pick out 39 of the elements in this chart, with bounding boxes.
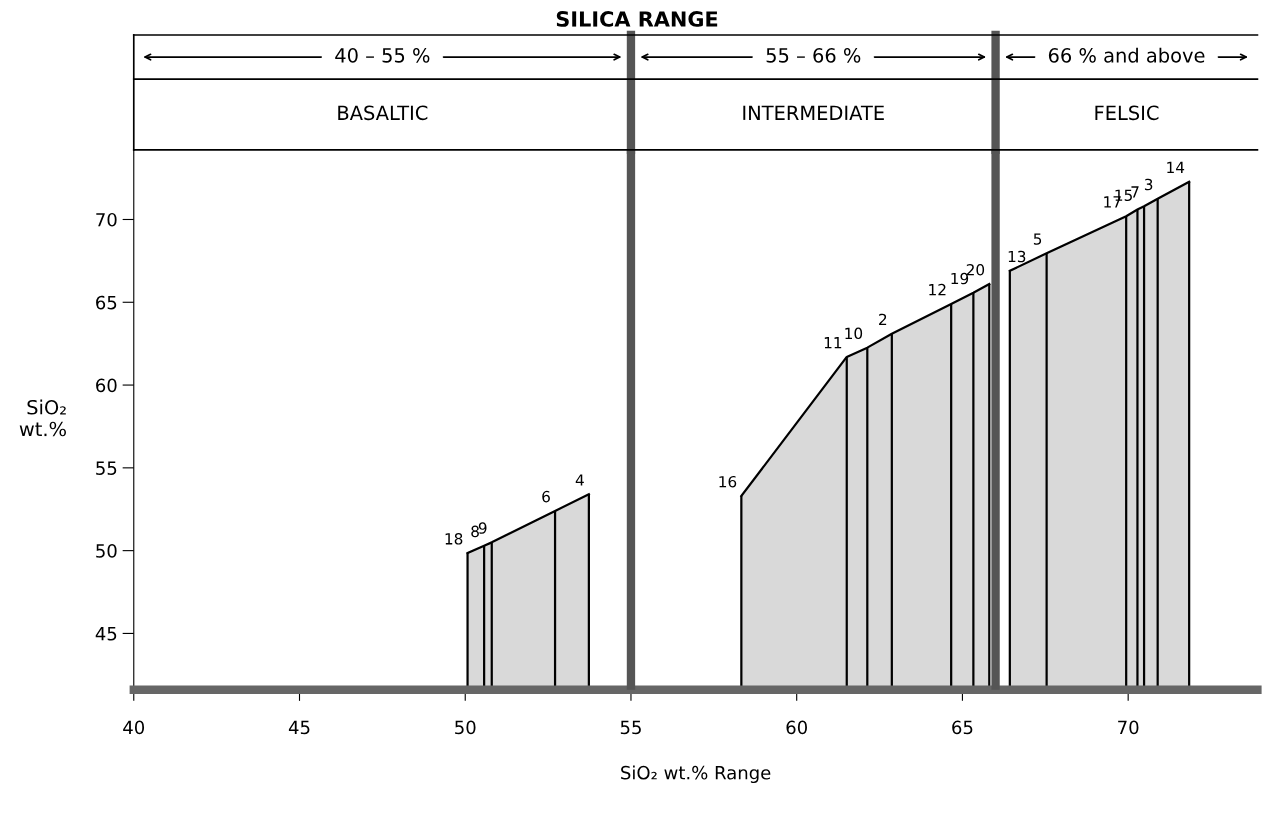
x-tick-label: 50	[455, 720, 476, 735]
annotation: 13	[1008, 250, 1026, 263]
annotation: 20	[966, 263, 985, 276]
x-tick-label: 55	[620, 720, 641, 735]
y-axis-title: SiO₂ wt.%	[19, 399, 66, 437]
text: 55 – 66 %	[766, 47, 861, 63]
text: FELSIC	[1095, 105, 1159, 121]
annotation: 2	[879, 313, 887, 325]
x-tick-label: 40	[123, 720, 145, 735]
x-tick-label: 70	[1118, 720, 1139, 735]
annotation: 7	[1131, 186, 1139, 198]
annotation: 19	[951, 272, 969, 285]
text: 40 – 55 %	[335, 47, 430, 63]
annotation: 5	[1033, 233, 1042, 245]
y-tick-label: 45	[95, 627, 117, 641]
annotation: 14	[1167, 161, 1185, 173]
annotation: 11	[824, 337, 842, 349]
y-tick-label: 60	[96, 378, 117, 393]
annotation: 3	[1144, 178, 1153, 191]
x-axis-title: SiO₂ wt.% Range	[621, 765, 771, 784]
y-tick-label: 50	[96, 544, 117, 558]
annotation: 9	[478, 522, 487, 534]
annotation: 16	[719, 475, 737, 488]
annotation: 4	[575, 474, 584, 486]
x-tick-label: 60	[786, 720, 807, 735]
annotation: 12	[929, 283, 946, 296]
text: BASALTIC	[338, 105, 428, 121]
y-tick-label: 70	[96, 212, 117, 227]
annotation: 18	[445, 533, 463, 545]
annotation: 8	[471, 525, 479, 538]
y-tick-label: 55	[96, 461, 117, 475]
y-tick-label: 65	[96, 295, 117, 310]
annotation: 6	[542, 490, 550, 503]
annotation: 10	[845, 327, 863, 340]
text: 66 % and above	[1048, 47, 1205, 63]
chart-title: SILICA RANGE	[556, 11, 718, 27]
text: INTERMEDIATE	[743, 105, 884, 120]
x-tick-label: 45	[288, 720, 310, 735]
x-tick-label: 65	[952, 720, 973, 735]
